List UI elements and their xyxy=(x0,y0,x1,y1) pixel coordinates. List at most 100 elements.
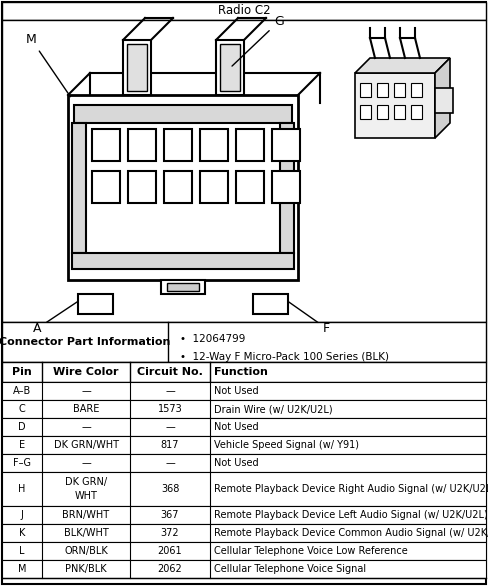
Bar xyxy=(272,129,300,161)
Text: Vehicle Speed Signal (w/ Y91): Vehicle Speed Signal (w/ Y91) xyxy=(214,440,359,450)
Bar xyxy=(200,129,228,161)
Text: Not Used: Not Used xyxy=(214,458,259,468)
Text: Circuit No.: Circuit No. xyxy=(137,367,203,377)
Text: E: E xyxy=(19,440,25,450)
Bar xyxy=(2,542,486,560)
Bar xyxy=(2,524,486,542)
Bar xyxy=(2,20,486,322)
Bar xyxy=(68,95,298,280)
Text: 367: 367 xyxy=(161,510,179,520)
Bar xyxy=(355,73,435,138)
Text: F: F xyxy=(288,302,330,335)
Bar xyxy=(123,40,151,95)
Text: Connector Part Information: Connector Part Information xyxy=(0,337,171,347)
Text: C: C xyxy=(19,404,25,414)
Text: F–G: F–G xyxy=(13,458,31,468)
Text: Radio C2: Radio C2 xyxy=(218,5,270,18)
Bar xyxy=(161,280,205,294)
Bar xyxy=(377,83,388,97)
Text: •  12064799: • 12064799 xyxy=(180,334,245,344)
Bar xyxy=(394,105,405,119)
Text: 368: 368 xyxy=(161,484,179,494)
Polygon shape xyxy=(435,58,450,138)
Text: M: M xyxy=(26,33,70,97)
Bar xyxy=(164,171,192,203)
Text: BRN/WHT: BRN/WHT xyxy=(62,510,110,520)
Bar xyxy=(2,2,486,20)
Text: Drain Wire (w/ U2K/U2L): Drain Wire (w/ U2K/U2L) xyxy=(214,404,333,414)
Text: 2062: 2062 xyxy=(158,564,183,574)
Bar xyxy=(411,105,422,119)
Text: —: — xyxy=(81,458,91,468)
Text: BARE: BARE xyxy=(73,404,99,414)
Bar xyxy=(394,83,405,97)
Text: 2061: 2061 xyxy=(158,546,183,556)
Bar xyxy=(2,400,486,418)
Text: PNK/BLK: PNK/BLK xyxy=(65,564,107,574)
Text: —: — xyxy=(81,386,91,396)
Text: —: — xyxy=(81,422,91,432)
Text: G: G xyxy=(232,15,284,66)
Text: Not Used: Not Used xyxy=(214,422,259,432)
Text: —: — xyxy=(165,386,175,396)
Bar xyxy=(72,123,86,253)
Text: Remote Playback Device Left Audio Signal (w/ U2K/U2L): Remote Playback Device Left Audio Signal… xyxy=(214,510,488,520)
Bar xyxy=(92,171,120,203)
Text: J: J xyxy=(20,510,23,520)
Text: —: — xyxy=(165,458,175,468)
Text: Wire Color: Wire Color xyxy=(53,367,119,377)
Bar xyxy=(200,171,228,203)
Text: WHT: WHT xyxy=(75,491,98,501)
Text: 372: 372 xyxy=(161,528,179,538)
Bar xyxy=(72,253,294,269)
Text: M: M xyxy=(18,564,26,574)
Bar xyxy=(2,506,486,524)
Text: K: K xyxy=(19,528,25,538)
Bar xyxy=(2,454,486,472)
Text: •  12-Way F Micro-Pack 100 Series (BLK): • 12-Way F Micro-Pack 100 Series (BLK) xyxy=(180,352,389,362)
Bar xyxy=(2,362,486,382)
Bar xyxy=(92,129,120,161)
Bar xyxy=(272,171,300,203)
Bar xyxy=(167,283,199,291)
Text: Remote Playback Device Right Audio Signal (w/ U2K/U2L): Remote Playback Device Right Audio Signa… xyxy=(214,484,488,494)
Bar xyxy=(411,83,422,97)
Bar xyxy=(74,105,292,123)
Bar xyxy=(2,560,486,578)
Text: H: H xyxy=(19,484,26,494)
Bar xyxy=(253,294,288,314)
Bar xyxy=(220,44,240,91)
Bar xyxy=(360,83,371,97)
Bar xyxy=(128,129,156,161)
Bar xyxy=(377,105,388,119)
Text: 1573: 1573 xyxy=(158,404,183,414)
Bar xyxy=(280,123,294,253)
Text: Not Used: Not Used xyxy=(214,386,259,396)
Text: ORN/BLK: ORN/BLK xyxy=(64,546,108,556)
Bar xyxy=(435,88,453,113)
Bar xyxy=(78,294,113,314)
Text: A: A xyxy=(33,302,78,335)
Text: L: L xyxy=(19,546,25,556)
Bar xyxy=(360,105,371,119)
Text: DK GRN/: DK GRN/ xyxy=(65,477,107,487)
Bar xyxy=(2,382,486,400)
Text: —: — xyxy=(165,422,175,432)
Text: DK GRN/WHT: DK GRN/WHT xyxy=(54,440,119,450)
Bar xyxy=(2,436,486,454)
Bar xyxy=(127,44,147,91)
Bar xyxy=(128,171,156,203)
Bar xyxy=(216,40,244,95)
Text: Pin: Pin xyxy=(12,367,32,377)
Text: 817: 817 xyxy=(161,440,179,450)
Polygon shape xyxy=(355,58,450,73)
Text: Function: Function xyxy=(214,367,268,377)
Bar xyxy=(2,472,486,506)
Text: Cellular Telephone Voice Signal: Cellular Telephone Voice Signal xyxy=(214,564,366,574)
Text: Remote Playback Device Common Audio Signal (w/ U2K/U2L): Remote Playback Device Common Audio Sign… xyxy=(214,528,488,538)
Text: D: D xyxy=(18,422,26,432)
Bar xyxy=(2,418,486,436)
Bar xyxy=(2,322,486,362)
Text: A–B: A–B xyxy=(13,386,31,396)
Text: BLK/WHT: BLK/WHT xyxy=(63,528,108,538)
